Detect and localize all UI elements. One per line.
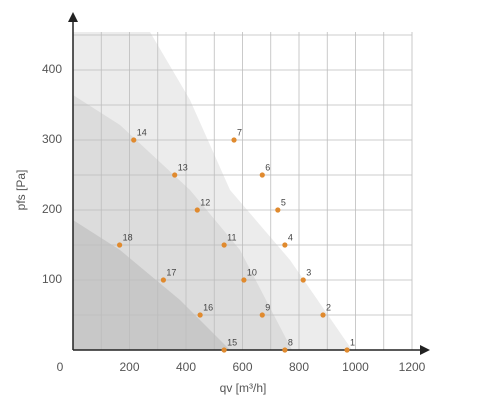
point-label: 11 [227, 232, 236, 242]
point [241, 277, 247, 283]
point-label: 1 [350, 337, 355, 347]
x-tick-label: 0 [57, 360, 64, 374]
point-label: 15 [227, 337, 237, 347]
point [282, 242, 288, 248]
y-axis-title: pfs [Pa] [14, 170, 28, 211]
y-tick-label: 200 [42, 202, 62, 216]
x-tick-label: 1000 [342, 360, 369, 374]
point [131, 137, 137, 143]
point-label: 18 [123, 232, 133, 242]
point [221, 242, 227, 248]
point-label: 7 [237, 127, 242, 137]
x-tick-label: 600 [232, 360, 252, 374]
x-arrow [420, 345, 430, 355]
point [221, 347, 227, 353]
point [282, 347, 288, 353]
point [197, 312, 203, 318]
x-tick-label: 800 [289, 360, 309, 374]
x-axis-title: qv [m³/h] [220, 381, 267, 395]
point-label: 9 [265, 302, 270, 312]
point [275, 207, 281, 213]
region-white [150, 32, 412, 350]
point [259, 312, 265, 318]
point-label: 10 [247, 267, 257, 277]
point-label: 4 [288, 232, 293, 242]
y-tick-label: 400 [42, 62, 62, 76]
x-tick-label: 200 [119, 360, 139, 374]
point [300, 277, 306, 283]
x-tick-label: 1200 [399, 360, 426, 374]
point-label: 12 [200, 197, 210, 207]
point-label: 17 [166, 267, 176, 277]
x-tick-label: 400 [176, 360, 196, 374]
point [194, 207, 200, 213]
point-label: 3 [306, 267, 311, 277]
point-label: 5 [281, 197, 286, 207]
point-label: 16 [203, 302, 213, 312]
point [320, 312, 326, 318]
y-arrow [68, 12, 78, 22]
point-label: 6 [265, 162, 270, 172]
point-label: 13 [178, 162, 188, 172]
point [117, 242, 123, 248]
y-tick-label: 100 [42, 272, 62, 286]
region-dark [73, 220, 230, 350]
point-label: 14 [137, 127, 147, 137]
point [259, 172, 265, 178]
point [344, 347, 350, 353]
y-tick-label: 300 [42, 132, 62, 146]
point [172, 172, 178, 178]
point [160, 277, 166, 283]
point-label: 8 [288, 337, 293, 347]
point-label: 2 [326, 302, 331, 312]
point [231, 137, 237, 143]
